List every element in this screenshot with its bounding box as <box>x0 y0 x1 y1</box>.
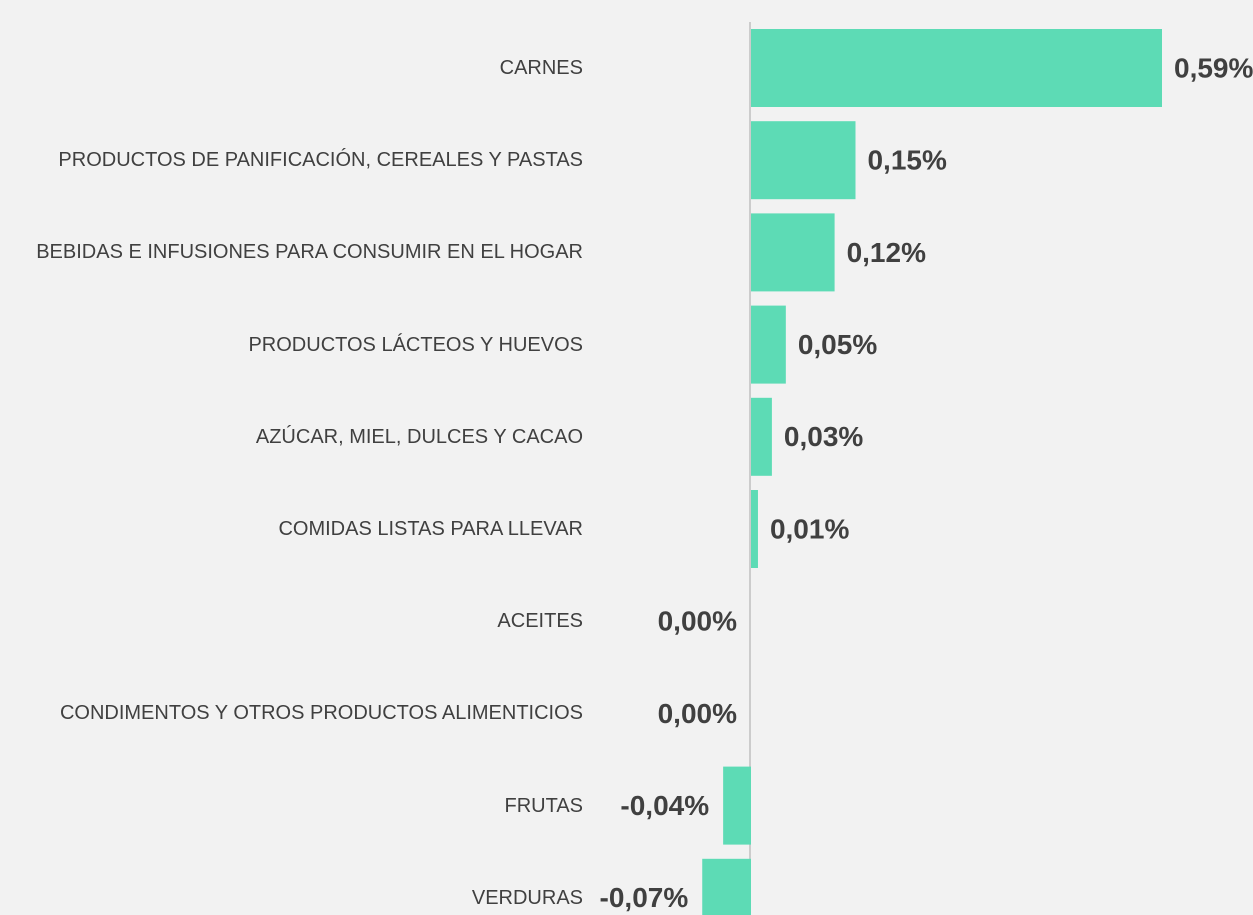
value-label: 0,01% <box>770 513 849 544</box>
bar <box>751 490 758 568</box>
category-label: ACEITES <box>497 610 583 633</box>
bar <box>751 121 856 200</box>
category-label: COMIDAS LISTAS PARA LLEVAR <box>278 518 583 540</box>
value-label: -0,04% <box>620 790 709 821</box>
value-label: 0,59% <box>1174 52 1253 83</box>
value-label: 0,15% <box>867 145 946 176</box>
value-label: 0,00% <box>658 698 737 729</box>
value-label: 0,12% <box>847 237 926 268</box>
bar <box>702 858 751 915</box>
bar <box>751 29 1162 107</box>
category-label: VERDURAS <box>471 886 583 909</box>
bar <box>751 213 835 292</box>
category-label: AZÚCAR, MIEL, DULCES Y CACAO <box>255 425 583 448</box>
value-label: 0,05% <box>798 329 877 360</box>
bar <box>751 397 772 476</box>
category-label: BEBIDAS E INFUSIONES PARA CONSUMIR EN EL… <box>36 241 583 264</box>
category-label: PRODUCTOS LÁCTEOS Y HUEVOS <box>248 333 583 356</box>
category-label: CONDIMENTOS Y OTROS PRODUCTOS ALIMENTICI… <box>59 702 583 725</box>
category-label: PRODUCTOS DE PANIFICACIÓN, CEREALES Y PA… <box>58 149 583 172</box>
category-label: CARNES <box>499 57 583 79</box>
value-label: -0,07% <box>600 882 689 913</box>
category-label: FRUTAS <box>504 794 583 817</box>
value-label: 0,03% <box>784 421 863 452</box>
value-label: 0,00% <box>658 606 737 637</box>
bar <box>751 305 786 384</box>
bar <box>723 766 751 845</box>
